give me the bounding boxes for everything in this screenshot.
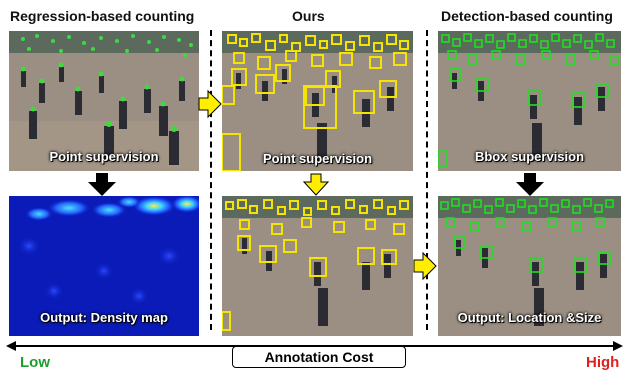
crowd-scene-detection-bottom bbox=[438, 196, 621, 336]
detection-output-image: Output: Location &Size bbox=[438, 196, 621, 336]
arrow-down-black-left bbox=[88, 173, 116, 196]
cost-axis-left-arrowhead bbox=[6, 341, 16, 351]
ours-output-image bbox=[222, 196, 413, 336]
annotation-cost-label: Annotation Cost bbox=[232, 346, 406, 368]
regression-input-image: Point supervision bbox=[9, 31, 199, 171]
arrow-right-yellow-bottom bbox=[413, 251, 437, 281]
density-map bbox=[17, 196, 199, 305]
arrow-down-yellow bbox=[302, 173, 330, 196]
detection-output-caption: Output: Location &Size bbox=[457, 310, 602, 325]
crowd-scene-regression bbox=[9, 31, 199, 171]
density-output-caption: Output: Density map bbox=[40, 310, 168, 325]
regression-supervision-caption: Point supervision bbox=[49, 149, 159, 164]
title-detection: Detection-based counting bbox=[441, 8, 613, 24]
high-cost-label: High bbox=[586, 354, 620, 371]
cost-axis-right-arrowhead bbox=[613, 341, 623, 351]
ours-supervision-caption: Point supervision bbox=[262, 151, 373, 166]
density-map-image: Output: Density map bbox=[9, 196, 199, 336]
title-regression: Regression-based counting bbox=[10, 8, 195, 24]
ours-input-image: Point supervision bbox=[222, 31, 413, 171]
arrow-down-black-right bbox=[516, 173, 544, 196]
arrow-right-yellow-top bbox=[198, 89, 222, 119]
crowd-scene-detection-top bbox=[438, 31, 621, 171]
detection-input-image: Bbox supervision bbox=[438, 31, 621, 171]
crowd-scene-ours-bottom bbox=[222, 196, 413, 336]
divider-right bbox=[426, 30, 428, 330]
divider-left bbox=[210, 30, 212, 330]
detection-supervision-caption: Bbox supervision bbox=[474, 149, 585, 164]
low-cost-label: Low bbox=[20, 354, 50, 371]
title-ours: Ours bbox=[292, 8, 325, 24]
crowd-scene-ours-top bbox=[222, 31, 413, 171]
